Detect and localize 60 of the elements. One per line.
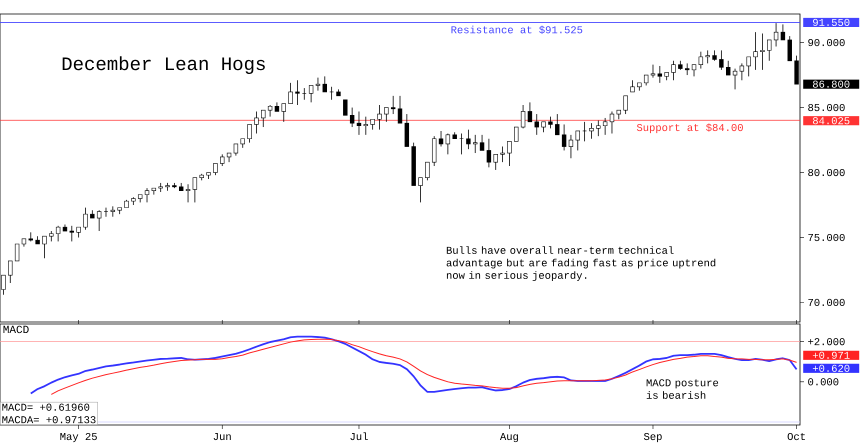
candlestick <box>548 116 553 129</box>
candlestick <box>589 122 594 140</box>
text: 86.800 <box>812 80 850 88</box>
candlestick <box>83 207 88 230</box>
ref-line-label: Support at $84.00 <box>636 123 743 134</box>
candlestick <box>712 50 717 62</box>
candlestick <box>165 182 170 192</box>
candlestick <box>254 111 259 134</box>
candlestick <box>268 104 272 118</box>
text: +0.620 <box>812 364 850 372</box>
annotation: MACD posture is bearish <box>646 379 718 399</box>
y-tick-label: 90.000 <box>808 39 845 46</box>
annotation: Bulls have overall near-term technical advantage but are fading fast as price uptrend now in serious jeopardy. <box>446 246 716 281</box>
chart-title: MACD <box>4 326 29 334</box>
candlestick <box>438 130 444 147</box>
y-tick-label: 70.000 <box>808 298 845 306</box>
candlestick <box>562 124 566 151</box>
text: 91.550 <box>813 18 850 26</box>
candlestick <box>486 138 492 168</box>
candlestick <box>172 182 177 189</box>
ref-line-label: Resistance at $91.525 <box>451 26 582 34</box>
x-tick-label: Sep <box>644 432 662 442</box>
candlestick <box>732 68 738 90</box>
candlestick <box>446 133 450 155</box>
candlestick <box>466 129 471 150</box>
candlestick <box>602 118 608 136</box>
candlestick <box>350 107 354 128</box>
candlestick <box>719 50 724 70</box>
candlestick <box>568 134 574 159</box>
annotation: MACD= +0.61960 <box>2 404 90 411</box>
y-tick-label: 0.000 <box>808 378 838 386</box>
text: +0.971 <box>812 352 850 359</box>
candlestick <box>760 33 765 70</box>
text: December Lean Hogs <box>62 56 265 74</box>
candlestick <box>520 104 526 129</box>
x-tick-label: May 25 <box>60 432 97 442</box>
candlestick <box>740 62 744 81</box>
candlestick <box>500 146 505 163</box>
y-tick-label: 85.000 <box>808 104 845 112</box>
candlestick <box>610 111 614 134</box>
candlestick <box>753 32 758 70</box>
y-tick-label: +2.000 <box>808 338 845 346</box>
candlestick <box>56 225 60 242</box>
candlestick <box>144 188 150 203</box>
candlestick <box>295 80 300 106</box>
x-tick-label: Aug <box>500 433 518 442</box>
x-tick-label: Oct <box>788 432 805 440</box>
y-tick-label: 80.000 <box>808 168 845 176</box>
candlestick <box>356 111 362 136</box>
text: 84.025 <box>812 117 850 124</box>
candlestick <box>186 184 190 203</box>
annotation: MACDA= +0.97133 <box>2 416 96 424</box>
candlestick <box>774 22 778 47</box>
x-tick-label: Jun <box>214 433 231 440</box>
candlestick <box>316 77 320 92</box>
y-tick-label: 75.000 <box>808 234 845 242</box>
candlestick <box>698 51 704 69</box>
candlestick <box>377 104 382 130</box>
x-tick-label: Jul <box>350 432 368 440</box>
candlestick <box>671 60 676 81</box>
